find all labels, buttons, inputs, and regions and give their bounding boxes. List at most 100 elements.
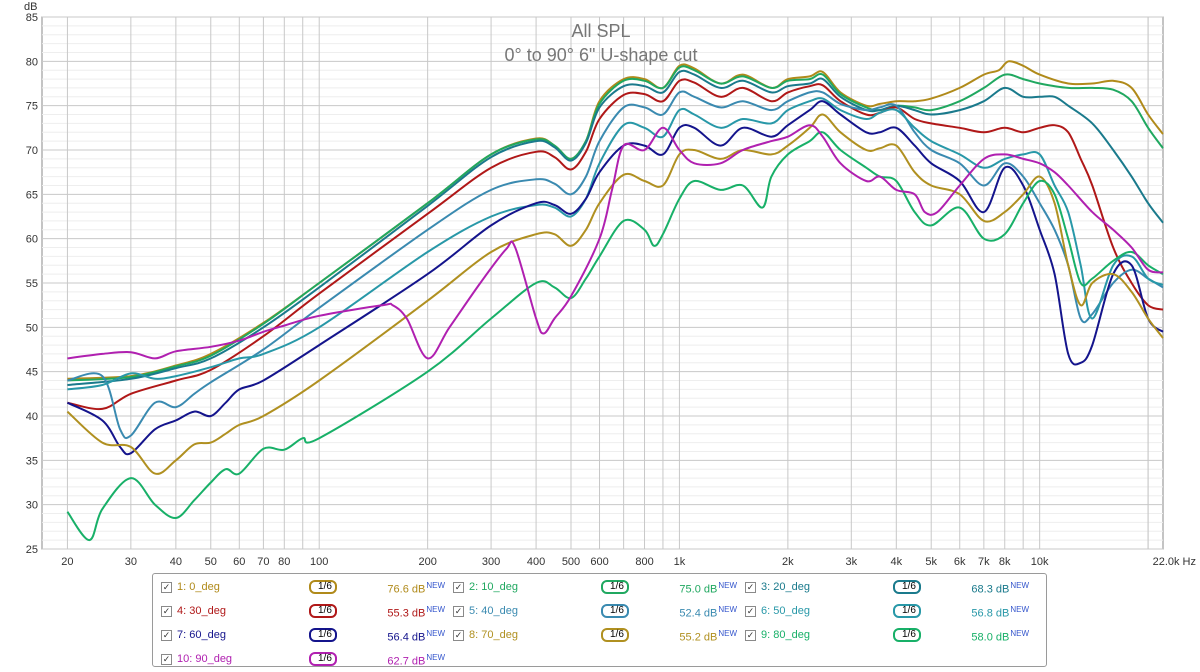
y-tick-label: 80 [26,56,38,68]
new-badge: NEW [426,605,445,614]
smoothing-button[interactable]: 1/6 [309,604,337,618]
chart-title: All SPL [571,21,630,41]
y-axis-label: dB [24,1,37,13]
smoothing-label: 1/6 [318,605,332,616]
legend-series-name: 3: 20_deg [761,581,810,593]
new-badge: NEW [1010,629,1029,638]
legend-series-name: 8: 70_deg [469,629,518,641]
smoothing-label: 1/6 [902,629,916,640]
legend-series-name: 9: 80_deg [761,629,810,641]
x-tick-label: 3k [845,556,857,568]
series-visibility-checkbox[interactable]: ✓ [453,582,464,593]
smoothing-label: 1/6 [610,605,624,616]
series-visibility-checkbox[interactable]: ✓ [161,606,172,617]
series-visibility-checkbox[interactable]: ✓ [453,630,464,641]
y-tick-label: 35 [26,455,38,467]
legend-item: ✓ 10: 90_deg 1/6 62.7 dBNEW [161,650,451,672]
y-tick-label: 70 [26,145,38,157]
new-badge: NEW [1010,605,1029,614]
smoothing-label: 1/6 [318,629,332,640]
new-badge: NEW [426,653,445,662]
grid [42,16,1163,550]
smoothing-button[interactable]: 1/6 [309,652,337,666]
x-tick-label: 4k [890,556,902,568]
smoothing-button[interactable]: 1/6 [893,628,921,642]
legend-level: 76.6 dBNEW [387,581,445,596]
x-tick-label: 6k [954,556,966,568]
series-visibility-checkbox[interactable]: ✓ [161,654,172,665]
legend-item: ✓ 3: 20_deg 1/6 68.3 dBNEW [745,578,1035,600]
series-line-9 [66,131,1164,542]
x-tick-label: 60 [233,556,245,568]
x-tick-label: 5k [925,556,937,568]
smoothing-button[interactable]: 1/6 [893,580,921,594]
series-line-6 [67,97,1164,391]
y-tick-label: 40 [26,411,38,423]
x-tick-label: 8k [999,556,1011,568]
legend-item: ✓ 9: 80_deg 1/6 58.0 dBNEW [745,626,1035,648]
legend-item: ✓ 5: 40_deg 1/6 52.4 dBNEW [453,602,743,624]
x-tick-label: 500 [562,556,580,568]
series-visibility-checkbox[interactable]: ✓ [161,582,172,593]
series-line-7 [66,100,1164,456]
x-tick-label: 800 [635,556,653,568]
smoothing-button[interactable]: 1/6 [601,604,629,618]
x-tick-label: 22.0k Hz [1153,556,1196,568]
legend-item: ✓ 4: 30_deg 1/6 55.3 dBNEW [161,602,451,624]
y-tick-label: 85 [26,12,38,24]
new-badge: NEW [718,605,737,614]
x-tick-label: 10k [1031,556,1049,568]
x-tick-label: 40 [170,556,182,568]
legend-item: ✓ 7: 60_deg 1/6 56.4 dBNEW [161,626,451,648]
x-tick-label: 70 [257,556,269,568]
legend-series-name: 1: 0_deg [177,581,220,593]
legend-item: ✓ 2: 10_deg 1/6 75.0 dBNEW [453,578,743,600]
series-line-4 [67,78,1164,411]
smoothing-button[interactable]: 1/6 [601,580,629,594]
legend-level: 62.7 dBNEW [387,653,445,668]
x-tick-label: 600 [590,556,608,568]
legend-item: ✓ 8: 70_deg 1/6 55.2 dBNEW [453,626,743,648]
series-line-2 [67,65,1164,382]
y-tick-label: 55 [26,278,38,290]
legend-series-name: 2: 10_deg [469,581,518,593]
smoothing-button[interactable]: 1/6 [309,580,337,594]
smoothing-button[interactable]: 1/6 [601,628,629,642]
series-visibility-checkbox[interactable]: ✓ [453,606,464,617]
legend-series-name: 7: 60_deg [177,629,226,641]
legend-level: 55.3 dBNEW [387,605,445,620]
smoothing-label: 1/6 [902,605,916,616]
x-tick-label: 30 [125,556,137,568]
y-tick-label: 75 [26,101,38,113]
smoothing-button[interactable]: 1/6 [309,628,337,642]
x-tick-label: 100 [310,556,328,568]
series-visibility-checkbox[interactable]: ✓ [745,582,756,593]
x-tick-label: 2k [782,556,794,568]
series-visibility-checkbox[interactable]: ✓ [161,630,172,641]
new-badge: NEW [426,629,445,638]
legend-series-name: 5: 40_deg [469,605,518,617]
x-tick-label: 400 [527,556,545,568]
y-tick-label: 65 [26,189,38,201]
x-axis-ticks: 20 30 40 50 60 70 80 100 200 300 400 500 600 800 1k 2k 3… [61,556,1196,568]
legend-level: 56.4 dBNEW [387,629,445,644]
series-lines [66,60,1164,542]
x-tick-label: 1k [674,556,686,568]
series-visibility-checkbox[interactable]: ✓ [745,630,756,641]
legend-series-name: 10: 90_deg [177,653,233,665]
legend-panel: ✓ 1: 0_deg 1/6 76.6 dBNEW ✓ 2: 10_deg 1/6 75.0 … [152,573,1047,668]
series-line-10 [67,124,1164,360]
legend-level: 75.0 dBNEW [679,581,737,596]
series-visibility-checkbox[interactable]: ✓ [745,606,756,617]
smoothing-button[interactable]: 1/6 [893,604,921,618]
x-tick-label: 80 [278,556,290,568]
x-tick-label: 20 [61,556,73,568]
new-badge: NEW [426,581,445,590]
new-badge: NEW [1010,581,1029,590]
new-badge: NEW [718,629,737,638]
smoothing-label: 1/6 [610,629,624,640]
legend-level: 58.0 dBNEW [971,629,1029,644]
spl-chart: 25 30 35 40 45 50 55 60 65 70 75 80 85 20 30 40 50 60 70 8… [24,1,1196,568]
y-tick-label: 25 [26,544,38,556]
y-tick-label: 30 [26,500,38,512]
